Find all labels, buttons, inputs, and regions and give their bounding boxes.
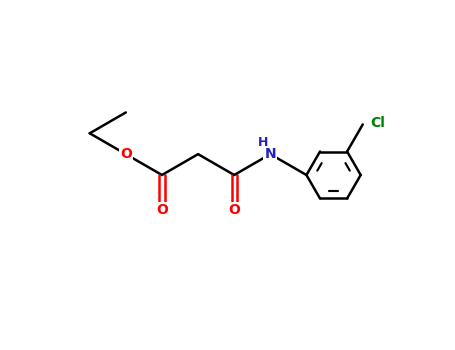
Text: O: O [228,203,240,217]
Text: Cl: Cl [370,117,385,131]
Text: N: N [264,147,276,161]
Text: O: O [120,147,132,161]
Text: O: O [156,203,168,217]
Text: H: H [258,136,269,149]
